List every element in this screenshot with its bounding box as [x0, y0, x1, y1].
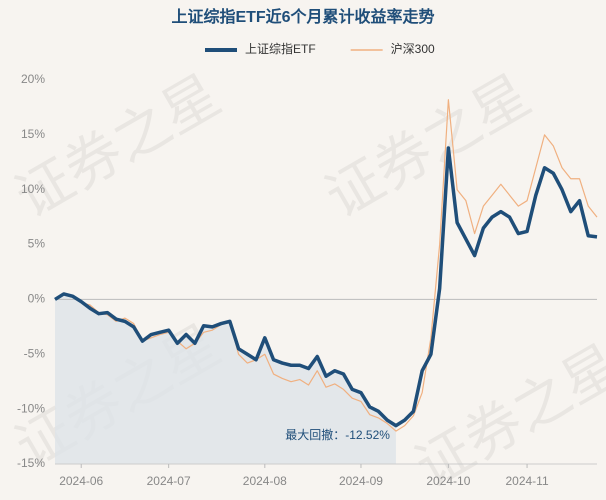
annotation: 最大回撤：-12.52%: [285, 427, 390, 442]
x-tick-label: 2024-11: [505, 474, 548, 488]
x-tick-label: 2024-08: [243, 474, 287, 488]
x-tick-label: 2024-09: [339, 474, 383, 488]
y-tick-label: -5%: [24, 346, 46, 360]
legend-label: 沪深300: [391, 42, 435, 56]
x-tick-label: 2024-06: [59, 474, 103, 488]
y-tick-label: 0%: [28, 292, 46, 306]
y-tick-label: 10%: [21, 182, 45, 196]
legend-label: 上证综指ETF: [245, 41, 316, 56]
y-tick-label: -15%: [17, 456, 45, 470]
series-line: [54, 146, 598, 428]
x-tick-label: 2024-10: [426, 474, 470, 488]
y-tick-label: 5%: [28, 237, 46, 251]
y-tick-label: 20%: [21, 72, 45, 86]
y-tick-label: -10%: [17, 401, 45, 415]
drawdown-area: [55, 293, 396, 464]
chart-title: 上证综指ETF近6个月累计收益率走势: [171, 7, 434, 26]
y-tick-label: 15%: [21, 127, 45, 141]
x-tick-label: 2024-07: [147, 474, 191, 488]
